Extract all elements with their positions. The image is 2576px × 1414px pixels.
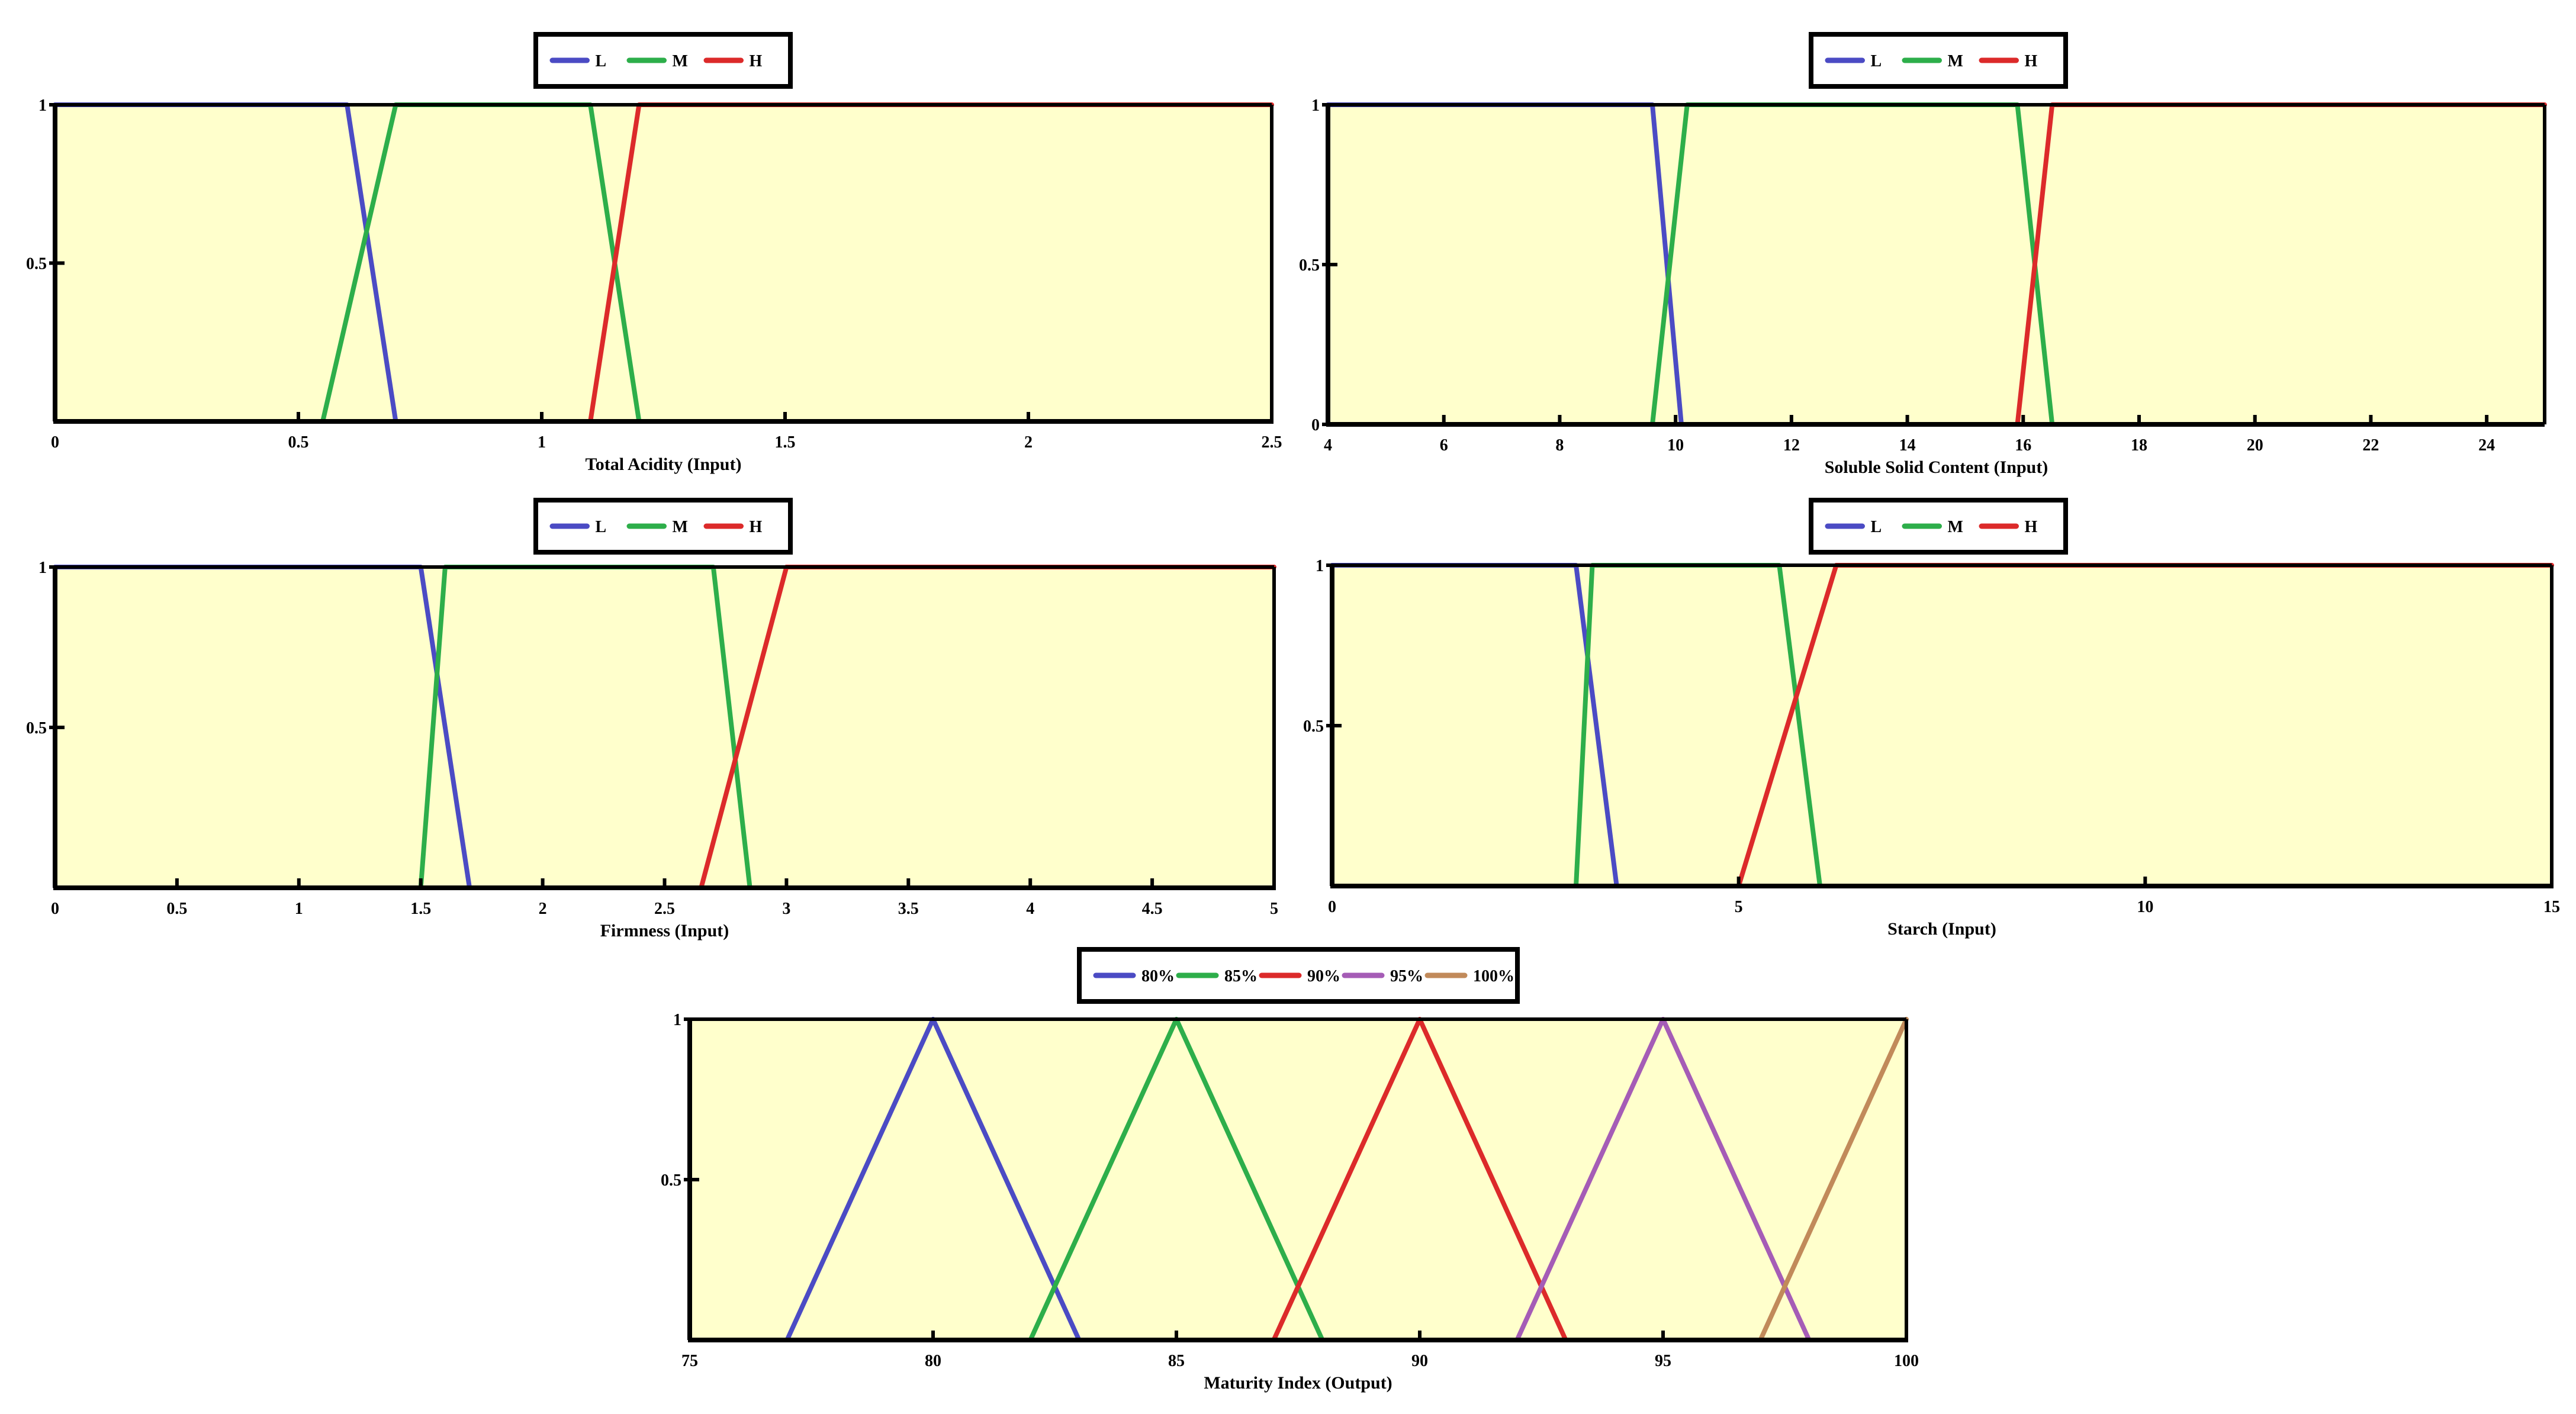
legend-label: L bbox=[596, 52, 607, 70]
x-tick-label: 4 bbox=[1026, 900, 1034, 918]
y-tick-label: 0.5 bbox=[661, 1171, 681, 1190]
legend-label: 80% bbox=[1141, 967, 1175, 985]
x-tick-label: 90 bbox=[1411, 1352, 1428, 1370]
x-tick-label: 85 bbox=[1168, 1352, 1185, 1370]
firmness-chart: 0 0.5 1 1.5 2 2.5 3 3.5 4 4.5 5 1 0.5 Firmness (Input… bbox=[26, 498, 1278, 940]
plot-area bbox=[55, 567, 1274, 888]
x-axis-label: Firmness (Input) bbox=[600, 921, 729, 940]
x-tick-label: 12 bbox=[1783, 436, 1800, 455]
x-tick-label: 0 bbox=[1328, 898, 1336, 916]
x-tick-label: 20 bbox=[2247, 436, 2263, 455]
y-tick-label: 1 bbox=[38, 559, 47, 577]
x-tick-label: 95 bbox=[1655, 1352, 1671, 1370]
x-tick-label: 2.5 bbox=[654, 900, 675, 918]
legend: 80% 85% 90% 95% 100% bbox=[1077, 947, 1520, 1004]
legend-label: M bbox=[673, 518, 688, 536]
legend-label: H bbox=[2025, 52, 2038, 70]
legend-label: L bbox=[1871, 52, 1882, 70]
x-tick-label: 10 bbox=[2137, 898, 2153, 916]
legend-label: H bbox=[2025, 518, 2038, 536]
legend-label: H bbox=[750, 52, 763, 70]
x-tick-label: 22 bbox=[2362, 436, 2379, 455]
legend-label: 95% bbox=[1390, 967, 1423, 985]
y-tick-label: 0.5 bbox=[26, 255, 47, 273]
x-tick-label: 75 bbox=[681, 1352, 698, 1370]
x-tick-label: 0.5 bbox=[166, 900, 187, 918]
y-tick-label: 1 bbox=[38, 96, 47, 115]
legend-label: L bbox=[596, 518, 607, 536]
legend-label: L bbox=[1871, 518, 1882, 536]
starch-chart: 0 5 10 15 1 0.5 Starch (Input) L M H bbox=[1303, 498, 2560, 939]
legend-label: M bbox=[673, 52, 688, 70]
series-line-100pct bbox=[1758, 1017, 1909, 1342]
x-tick-label: 3.5 bbox=[898, 900, 919, 918]
y-tick-label: 1 bbox=[1316, 557, 1324, 575]
x-tick-label: 100 bbox=[1894, 1352, 1919, 1370]
x-tick-label: 2 bbox=[1024, 433, 1033, 452]
x-tick-label: 4 bbox=[1324, 436, 1332, 455]
x-tick-label: 2.5 bbox=[1262, 433, 1282, 452]
x-axis-label: Soluble Solid Content (Input) bbox=[1825, 458, 2048, 477]
x-tick-label: 1.5 bbox=[775, 433, 796, 452]
y-tick-label: 1 bbox=[1311, 96, 1320, 115]
legend-label: 90% bbox=[1307, 967, 1340, 985]
x-axis-label: Total Acidity (Input) bbox=[586, 455, 742, 474]
x-tick-label: 18 bbox=[2131, 436, 2147, 455]
y-tick-label: 1 bbox=[673, 1011, 681, 1029]
x-axis-label: Maturity Index (Output) bbox=[1204, 1373, 1392, 1393]
x-tick-label: 1.5 bbox=[410, 900, 431, 918]
x-tick-label: 5 bbox=[1735, 898, 1743, 916]
x-tick-label: 0 bbox=[51, 900, 59, 918]
x-tick-label: 10 bbox=[1667, 436, 1684, 455]
x-tick-label: 3 bbox=[782, 900, 790, 918]
legend-label: M bbox=[1948, 52, 1963, 70]
x-tick-label: 1 bbox=[295, 900, 303, 918]
x-tick-label: 0 bbox=[51, 433, 59, 452]
x-tick-label: 1 bbox=[538, 433, 546, 452]
x-tick-label: 24 bbox=[2478, 436, 2495, 455]
x-tick-label: 16 bbox=[2015, 436, 2031, 455]
x-tick-label: 14 bbox=[1899, 436, 1916, 455]
legend-label: H bbox=[750, 518, 763, 536]
maturity-index-chart: 75 80 85 90 95 100 1 0.5 Maturity Index (Output)… bbox=[661, 947, 1919, 1393]
soluble-solid-content-chart: 4 6 8 10 12 14 16 18 20 22 24 1 0.5 0 Soluble Solid Co… bbox=[1299, 32, 2547, 477]
legend-label: M bbox=[1948, 518, 1963, 536]
x-tick-label: 8 bbox=[1555, 436, 1564, 455]
y-tick-label: 0.5 bbox=[26, 719, 47, 737]
x-tick-label: 2 bbox=[539, 900, 547, 918]
x-tick-label: 80 bbox=[925, 1352, 941, 1370]
x-axis-label: Starch (Input) bbox=[1887, 919, 1996, 939]
x-tick-label: 5 bbox=[1270, 900, 1278, 918]
plot-area bbox=[1328, 105, 2545, 424]
y-tick-label: 0.5 bbox=[1299, 256, 1320, 275]
x-tick-label: 0.5 bbox=[288, 433, 309, 452]
x-tick-label: 4.5 bbox=[1142, 900, 1163, 918]
x-tick-label: 15 bbox=[2543, 898, 2560, 916]
plot-area bbox=[55, 105, 1272, 421]
legend-label: 85% bbox=[1224, 967, 1258, 985]
legend-label: 100% bbox=[1473, 967, 1514, 985]
x-tick-label: 6 bbox=[1440, 436, 1448, 455]
plot-area bbox=[1332, 565, 2552, 886]
y-tick-label: 0 bbox=[1311, 416, 1320, 434]
y-tick-label: 0.5 bbox=[1303, 717, 1324, 736]
total-acidity-chart: 0 0.5 1 1.5 2 2.5 1 0.5 Total Acidity (Input) L M H bbox=[26, 32, 1282, 474]
